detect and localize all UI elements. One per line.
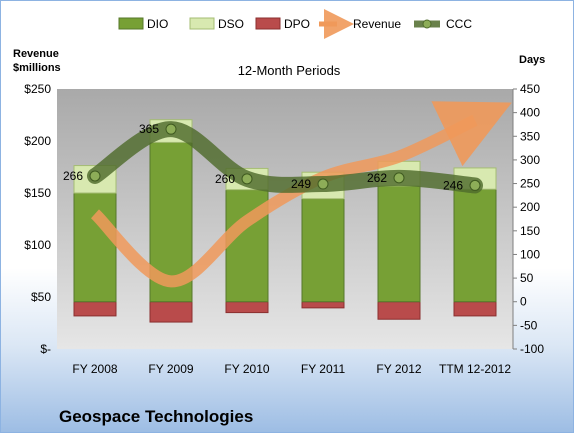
ccc-data-label: 249	[291, 177, 311, 191]
x-tick-label: FY 2011	[301, 362, 346, 376]
bar-dpo	[301, 301, 345, 309]
ccc-point	[241, 173, 253, 185]
legend-marker-ccc	[422, 19, 432, 29]
bar-dio	[377, 185, 421, 303]
x-tick-label: FY 2008	[72, 362, 117, 376]
right-tick-label: 400	[520, 106, 540, 120]
left-axis: $- $50 $100 $150 $200 $250	[24, 82, 51, 356]
right-axis-title: Days	[519, 54, 545, 66]
legend-swatch-dpo	[255, 17, 281, 30]
ccc-data-label: 260	[215, 172, 235, 186]
bar-dpo	[453, 301, 497, 317]
bar-dpo	[149, 301, 193, 323]
legend-swatch-dio	[118, 17, 144, 30]
revenue-series	[90, 101, 512, 288]
left-tick-label: $100	[24, 238, 51, 252]
ccc-point	[469, 179, 481, 191]
ccc-data-label: 262	[367, 171, 387, 185]
right-tick-label: -100	[520, 342, 544, 356]
bar-dio	[73, 192, 117, 303]
ccc-point	[393, 172, 405, 184]
right-tick-label: 250	[520, 177, 540, 191]
plot-area	[57, 89, 513, 349]
company-name: Geospace Technologies	[59, 407, 254, 426]
x-tick-label: FY 2009	[148, 362, 193, 376]
right-axis: -100 -50 0 50 100 150 200 250 300 350 400 450	[512, 82, 544, 356]
bar-dpo	[225, 301, 269, 314]
right-tick-label: 200	[520, 200, 540, 214]
bar-dio	[453, 188, 497, 303]
legend-label-dpo: DPO	[284, 17, 310, 31]
right-tick-label: 0	[520, 295, 527, 309]
x-tick-label: FY 2010	[224, 362, 269, 376]
left-axis-title-line1: Revenue	[13, 48, 59, 60]
right-tick-label: 350	[520, 129, 540, 143]
x-tick-label: TTM 12-2012	[439, 362, 511, 376]
legend: DIO DSO DPO Revenue CCC	[118, 9, 472, 39]
right-tick-label: 300	[520, 153, 540, 167]
ccc-point	[165, 123, 177, 135]
left-tick-label: $250	[24, 82, 51, 96]
legend-label-revenue: Revenue	[353, 17, 401, 31]
right-tick-label: 50	[520, 271, 534, 285]
ccc-data-label: 246	[443, 178, 463, 192]
right-tick-label: -50	[520, 318, 538, 332]
x-tick-label: FY 2012	[376, 362, 421, 376]
ccc-point	[89, 170, 101, 182]
left-tick-label: $50	[31, 290, 51, 304]
bar-dpo	[377, 301, 421, 320]
ccc-point	[317, 178, 329, 190]
left-axis-title-line2: $millions	[13, 62, 61, 74]
legend-swatch-dso	[189, 17, 215, 30]
ccc-series: 266 365 260 249 262 246	[63, 121, 483, 194]
right-tick-label: 450	[520, 82, 540, 96]
chart-title: 12-Month Periods	[238, 63, 341, 78]
right-tick-label: 100	[520, 247, 540, 261]
ccc-data-label: 365	[139, 122, 159, 136]
right-tick-label: 150	[520, 224, 540, 238]
revenue-line-path	[90, 101, 512, 288]
bar-dio	[301, 198, 345, 303]
left-tick-label: $200	[24, 134, 51, 148]
x-axis: FY 2008 FY 2009 FY 2010 FY 2011 FY 2012 TTM 1…	[72, 362, 511, 376]
ccc-data-label: 266	[63, 169, 83, 183]
legend-label-dso: DSO	[218, 17, 244, 31]
left-tick-label: $-	[40, 342, 51, 356]
left-tick-label: $150	[24, 186, 51, 200]
legend-label-ccc: CCC	[446, 17, 472, 31]
bar-dpo	[73, 301, 117, 317]
legend-label-dio: DIO	[147, 17, 168, 31]
